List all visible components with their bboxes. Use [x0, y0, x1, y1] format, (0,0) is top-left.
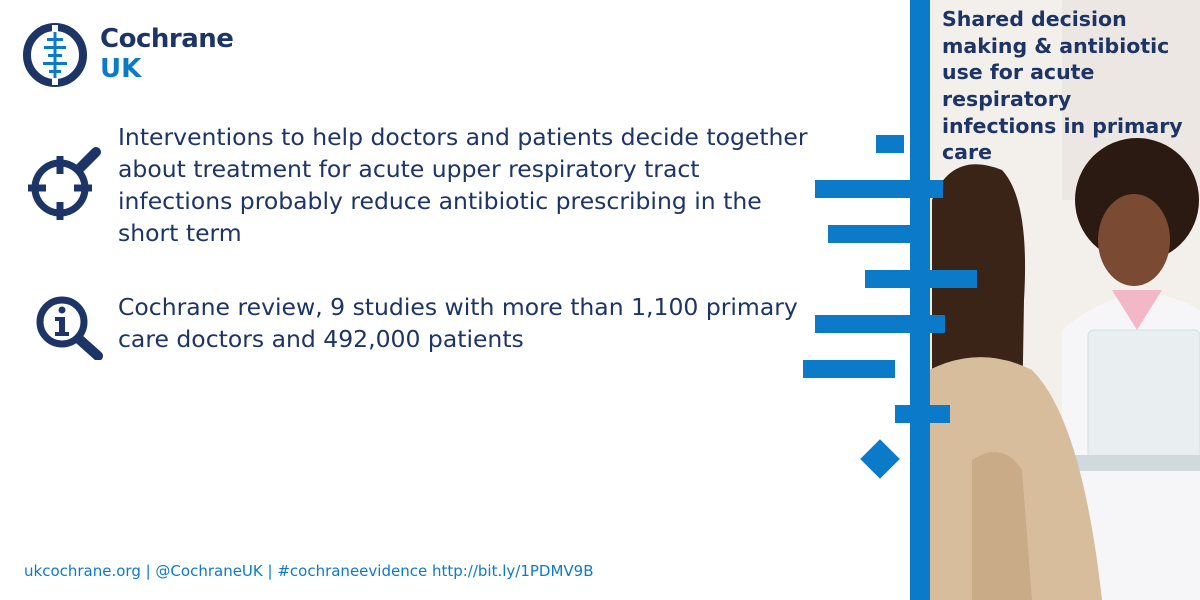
accent-bar: [876, 135, 904, 153]
headline: Shared decision making & antibiotic use …: [942, 7, 1183, 165]
accent-bar: [803, 360, 895, 378]
footer-links[interactable]: ukcochrane.org | @CochraneUK | #cochrane…: [24, 562, 594, 580]
accent-diamond: [860, 439, 900, 479]
doctor-and-patient-photo: [912, 0, 1200, 600]
accent-vertical-bar: [910, 0, 930, 600]
accent-bar: [815, 180, 943, 198]
photo-illustration: [912, 0, 1200, 600]
cochrane-logo-icon: [23, 23, 87, 87]
review-summary-text: Cochrane review, 9 studies with more tha…: [118, 293, 798, 353]
accent-bar: [865, 270, 977, 288]
logo-name: Cochrane: [100, 24, 234, 54]
info-magnifier-icon: [36, 296, 103, 360]
accent-bar: [815, 315, 945, 333]
key-finding-text: Interventions to help doctors and patien…: [118, 123, 808, 247]
cochrane-uk-logo: Cochrane UK: [22, 22, 242, 92]
accent-bar: [828, 225, 930, 243]
accent-bar: [895, 405, 950, 423]
target-magnifier-icon: [28, 147, 101, 220]
logo-region: UK: [100, 54, 142, 84]
